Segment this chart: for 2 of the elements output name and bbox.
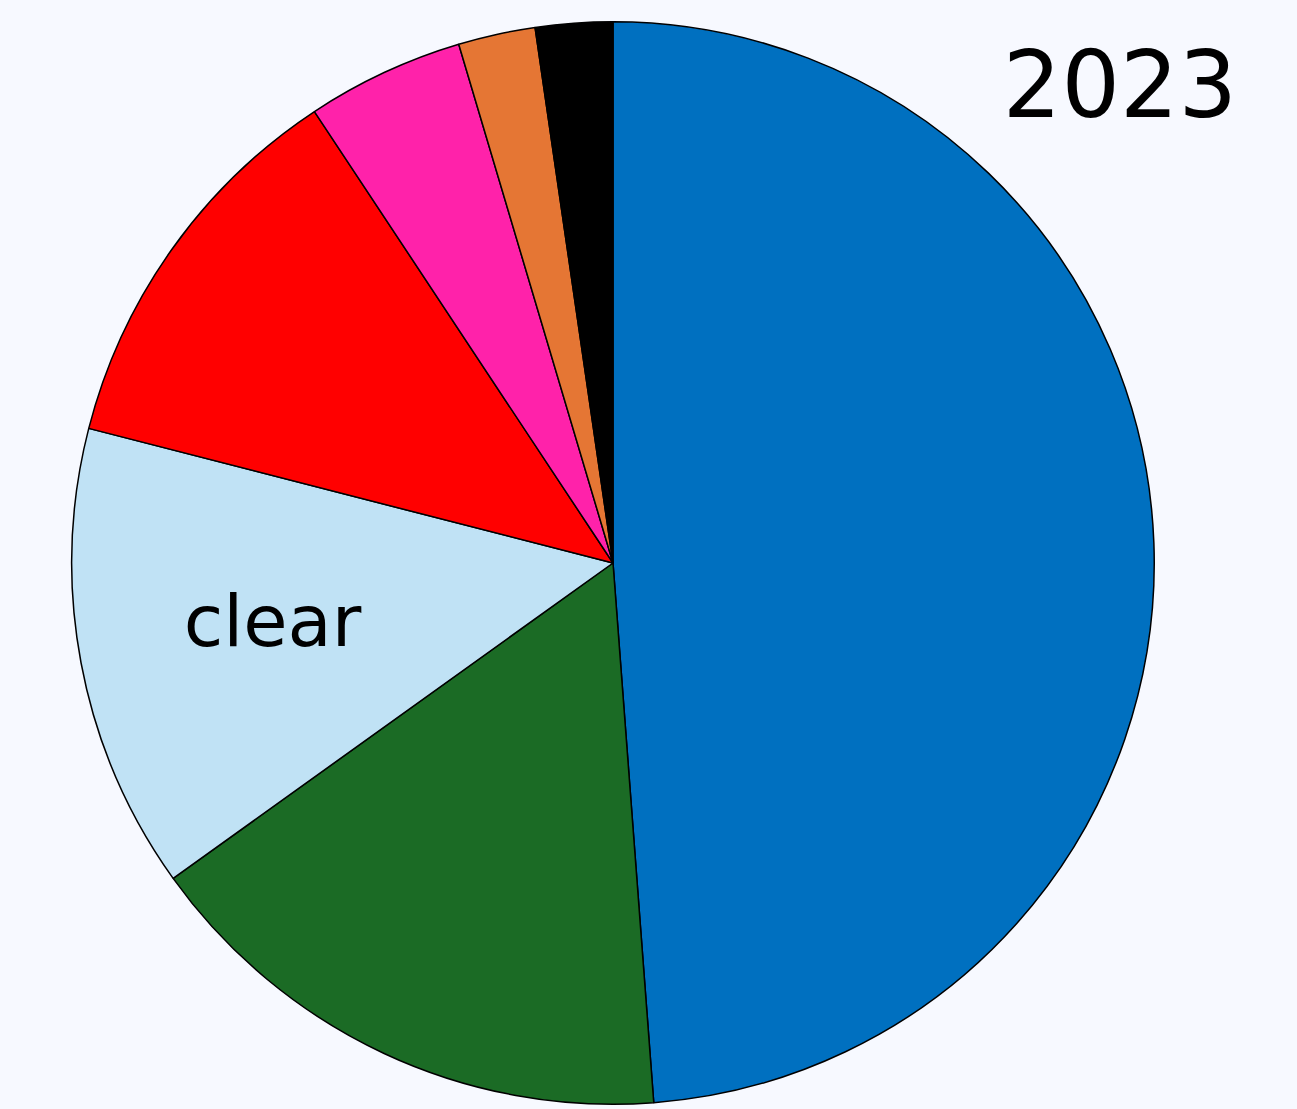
- chart-title: 2023: [1002, 32, 1237, 139]
- slice-label: clear: [183, 578, 362, 663]
